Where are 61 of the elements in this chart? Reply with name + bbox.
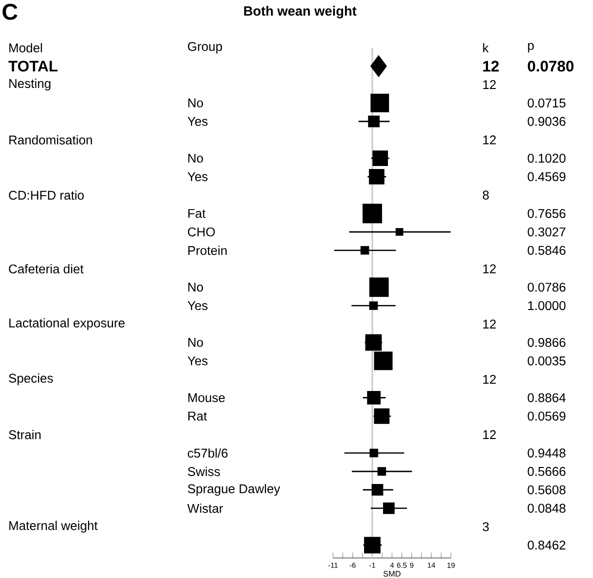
text: 0.0848: [528, 504, 566, 513]
text: 12: [483, 320, 496, 328]
y-tick-label: Wistar: [187, 504, 223, 513]
text: 0.0715: [528, 98, 566, 108]
text: Lactational exposure: [9, 318, 125, 330]
x-axis-title: SMD: [383, 570, 400, 577]
y-tick-label: No: [188, 154, 203, 163]
y-tick-label: CHO: [188, 227, 215, 236]
text: k: [483, 43, 489, 52]
text: p: [528, 42, 534, 52]
text: C: [2, 4, 18, 20]
text: 12: [483, 135, 496, 144]
text: Cafeteria diet: [8, 264, 84, 274]
text: 0.0035: [528, 356, 566, 366]
text: Group: [188, 42, 222, 54]
text: Nesting: [9, 78, 50, 90]
y-tick-label: c57bl/6: [188, 448, 228, 458]
text: 0.5846: [528, 246, 566, 255]
text: 0.0786: [528, 282, 566, 292]
y-tick-label: Yes: [188, 172, 208, 182]
text: 12: [483, 374, 496, 384]
text: 12: [483, 264, 496, 274]
text: 12: [483, 80, 496, 89]
y-tick-label: Rat: [188, 412, 207, 421]
y-tick-label: No: [188, 282, 203, 292]
y-tick-label: Mouse: [188, 393, 225, 402]
text: CD:HFD ratio: [8, 190, 84, 200]
text: 0.9866: [528, 338, 566, 347]
y-tick-label: Protein: [188, 246, 227, 256]
text: 0.0780: [528, 60, 574, 72]
text: 12: [483, 60, 499, 72]
text: 0.3027: [528, 227, 566, 236]
text: 0.0569: [528, 412, 566, 421]
text: 1.0000: [528, 301, 566, 310]
text: 0.1020: [528, 154, 566, 163]
text: 0.4569: [528, 172, 566, 182]
text: 0.8864: [528, 393, 566, 402]
text: 0.9448: [528, 448, 566, 458]
y-tick-label: Yes: [188, 116, 208, 126]
text: 0.5666: [528, 466, 566, 476]
text: 0.7656: [528, 209, 566, 218]
y-tick-label: No: [188, 98, 203, 108]
text: 0.8462: [528, 540, 566, 550]
y-tick-label: Yes: [188, 356, 208, 366]
text: 0.9036: [528, 116, 566, 126]
text: Model: [9, 43, 42, 52]
y-tick-label: Fat: [188, 209, 206, 218]
chart-title: Both wean weight: [244, 6, 356, 18]
text: Strain: [8, 430, 41, 440]
text: 12: [483, 430, 496, 439]
y-tick-label: Yes: [188, 301, 208, 310]
y-tick-label: No: [188, 338, 203, 347]
text: Species: [8, 373, 53, 386]
text: 0.5608: [528, 485, 566, 494]
text: Randomisation: [9, 135, 92, 144]
text: TOTAL: [8, 60, 58, 72]
text: 3: [482, 522, 489, 532]
y-tick-label: Sprague Dawley: [188, 484, 280, 496]
text: 8: [482, 190, 489, 200]
y-tick-label: Swiss: [188, 466, 220, 476]
text: Maternal weight: [9, 520, 98, 533]
